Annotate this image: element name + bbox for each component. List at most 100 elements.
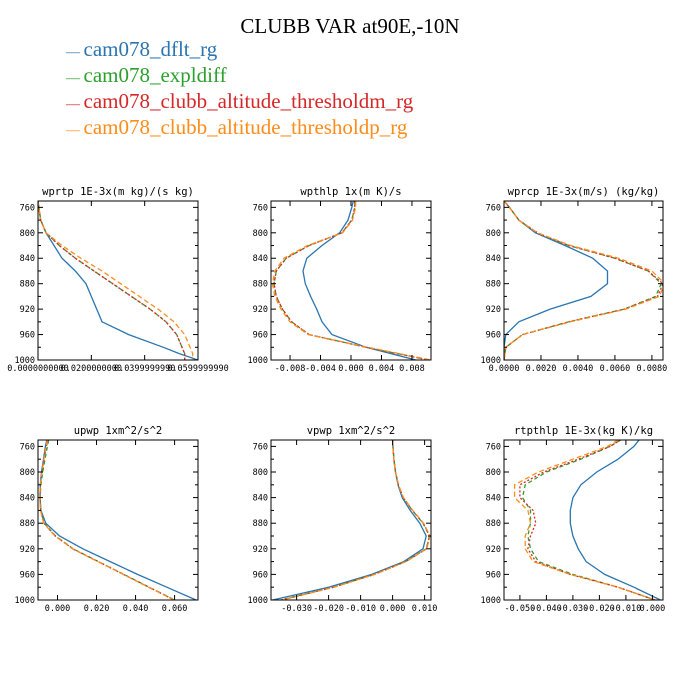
y-tick-label: 920 [20,305,35,315]
legend-label: cam078_dflt_rg [83,37,218,61]
panel-4: upwp 1xm^2/s^2 760 800 840 880 920 960 1000 0.00… [15,425,199,614]
series-line-4 [281,440,431,600]
y-tick-label: 960 [20,570,35,580]
y-tick-label: 920 [486,545,501,555]
series-line-1 [39,440,197,600]
x-tick-label: 0.0000 [489,364,520,374]
x-tick-label: -0.050 [505,604,536,614]
y-tick-label: 760 [20,203,35,213]
panel-title: vpwp 1xm^2/s^2 [307,425,396,437]
x-tick-label: -0.030 [558,604,589,614]
y-tick-label: 880 [253,519,268,529]
y-tick-label: 920 [253,545,268,555]
panel-title: wprcp 1E-3x(m/s) (kg/kg) [508,186,660,198]
y-tick-label: 1000 [15,596,35,606]
series-line-4 [271,201,431,360]
panel-frame [270,200,432,361]
y-tick-label: 840 [253,494,268,504]
x-tick-label: 0.040 [123,604,149,614]
x-tick-label: 0.010 [412,604,438,614]
panel-3: wprcp 1E-3x(m/s) (kg/kg) 760 800 840 880 920 9… [481,186,668,374]
x-tick-label: -0.010 [345,604,376,614]
x-tick-label: 0.000 [640,604,666,614]
figure-title: CLUBB VAR at90E,-10N [240,14,460,38]
x-tick-label: 0.0060 [600,364,631,374]
series-line-3 [39,440,175,600]
x-tick-label: 0.0000000000 [7,364,68,374]
y-tick-label: 880 [20,519,35,529]
x-tick-label: 0.000 [380,604,406,614]
y-tick-label: 840 [486,254,501,264]
series-line-4 [38,201,194,360]
series-line-2 [521,440,656,600]
y-tick-label: 960 [20,331,35,341]
panel-title: wpthlp 1x(m K)/s [300,186,401,198]
legend: — cam078_dflt_rg — cam078_expldiff — cam… [66,38,413,142]
series-group [271,201,431,360]
panel-title: upwp 1xm^2/s^2 [74,425,163,437]
series-line-2 [38,201,186,360]
series-line-3 [281,440,431,600]
x-tick-label: -0.008 [275,364,306,374]
x-tick-label: 0.0399999990 [114,364,175,374]
y-tick-label: 960 [486,331,501,341]
x-tick-label: 0.0040 [563,364,594,374]
legend-item-expldiff: — cam078_expldiff [66,64,413,90]
legend-label: cam078_expldiff [83,63,227,87]
legend-label: cam078_clubb_altitude_thresholdm_rg [83,89,414,113]
y-tick-label: 920 [253,305,268,315]
series-line-1 [569,440,661,600]
y-tick-label: 1000 [481,596,501,606]
y-tick-label: 840 [20,254,35,264]
panel-title: rtpthlp 1E-3x(kg K)/kg [514,425,653,437]
y-tick-label: 1000 [248,596,268,606]
panel-2: wpthlp 1x(m K)/s 760 800 840 880 920 960 1000 -0… [248,186,432,374]
y-tick-label: 840 [20,494,35,504]
y-tick-label: 760 [253,442,268,452]
x-tick-label: -0.020 [584,604,615,614]
x-tick-label: 0.000 [338,364,364,374]
y-tick-label: 760 [486,442,501,452]
panel-frame [270,439,432,601]
legend-line-icon: — [66,97,84,112]
panel-frame [503,200,664,361]
legend-label: cam078_clubb_altitude_thresholdp_rg [83,115,408,139]
y-tick-label: 800 [20,468,35,478]
x-tick-label: 0.008 [399,364,425,374]
x-tick-label: -0.020 [313,604,344,614]
y-tick-label: 760 [253,203,268,213]
x-tick-label: 0.0200000000 [61,364,122,374]
legend-item-thresholdm: — cam078_clubb_altitude_thresholdm_rg [66,90,413,116]
series-line-3 [38,201,186,360]
series-line-3 [504,201,663,360]
x-tick-label: -0.040 [531,604,562,614]
legend-item-dflt: — cam078_dflt_rg [66,38,413,64]
y-tick-label: 800 [486,229,501,239]
series-group [272,440,431,600]
panel-5: vpwp 1xm^2/s^2 760 800 840 880 920 960 1000 -0.0… [248,425,438,614]
y-tick-label: 960 [486,570,501,580]
y-tick-label: 1000 [15,356,35,366]
panel-frame [503,439,664,601]
legend-line-icon: — [66,45,84,60]
series-line-4 [513,440,656,600]
legend-line-icon: — [66,71,84,86]
y-tick-label: 960 [253,570,268,580]
series-line-3 [519,440,656,600]
series-line-1 [38,201,198,360]
y-tick-label: 760 [486,203,501,213]
panel-title: wprtp 1E-3x(m kg)/(s kg) [42,186,194,198]
y-tick-label: 920 [20,545,35,555]
y-tick-label: 800 [253,229,268,239]
series-line-4 [504,201,663,360]
x-tick-label: 0.004 [369,364,395,374]
series-group [39,440,197,600]
y-tick-label: 880 [486,519,501,529]
y-tick-label: 880 [253,280,268,290]
y-tick-label: 920 [486,305,501,315]
x-tick-label: 0.0080 [637,364,668,374]
legend-line-icon: — [66,123,84,138]
series-group [504,201,663,360]
series-group [38,201,198,360]
